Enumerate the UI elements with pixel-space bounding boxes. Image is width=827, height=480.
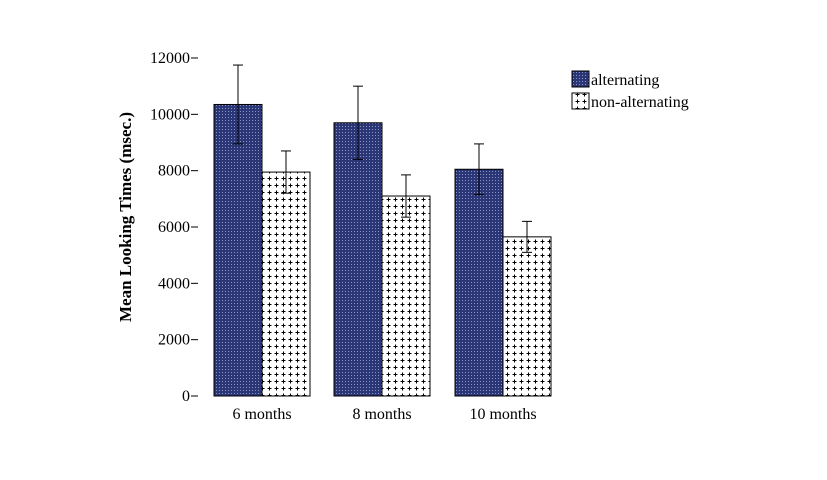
x-axis-labels: 6 months 8 months 10 months [232, 406, 536, 423]
legend-label-alternating: alternating [591, 72, 659, 89]
x-tick-label: 10 months [469, 406, 536, 423]
y-tick-label: 4000 [158, 275, 190, 292]
y-tick-label: 6000 [158, 219, 190, 236]
x-tick-label: 6 months [232, 406, 291, 423]
x-tick-label: 8 months [352, 406, 411, 423]
y-tick-label: 10000 [150, 106, 190, 123]
legend-swatch-alternating [571, 70, 590, 88]
error-bar-non-alternating-1 [401, 174, 411, 218]
error-bar-alternating-1 [353, 85, 363, 160]
bar-alternating-1 [333, 122, 383, 397]
error-bar-alternating-0 [233, 64, 243, 145]
bar-non-alternating-1 [381, 195, 431, 397]
bar-non-alternating-0 [261, 171, 311, 397]
error-bar-non-alternating-2 [522, 220, 532, 253]
legend: alternating non-alternating [571, 70, 689, 111]
bars [213, 64, 552, 397]
y-axis: 0 2000 4000 6000 8000 10000 12000 [150, 50, 198, 405]
y-axis-title: Mean Looking Times (msec.) [116, 112, 135, 322]
y-tick-label: 0 [182, 388, 190, 405]
legend-swatch-non-alternating [571, 92, 590, 110]
legend-label-non-alternating: non-alternating [591, 94, 689, 111]
error-bar-alternating-2 [474, 143, 484, 196]
y-tick-label: 12000 [150, 50, 190, 67]
bar-alternating-0 [213, 103, 263, 397]
bar-non-alternating-2 [502, 236, 552, 397]
bar-alternating-2 [454, 168, 504, 397]
y-tick-label: 2000 [158, 332, 190, 349]
y-tick-label: 8000 [158, 163, 190, 180]
error-bar-non-alternating-0 [281, 150, 291, 194]
